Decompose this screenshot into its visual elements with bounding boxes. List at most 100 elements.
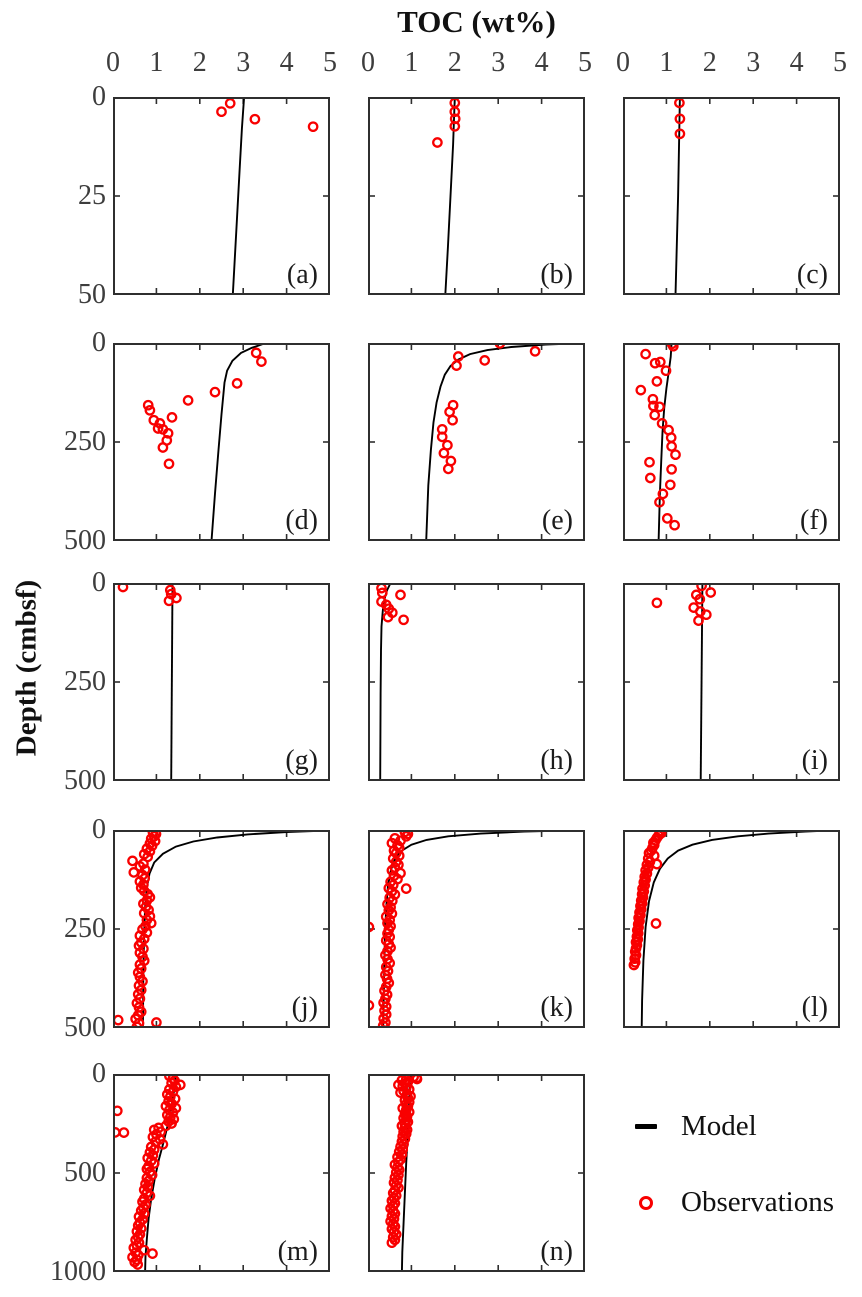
legend-observations-label: Observations	[681, 1186, 835, 1218]
panel-label: (n)	[540, 1236, 573, 1267]
x-tick-label: 1	[659, 47, 674, 78]
observation-points	[142, 347, 267, 470]
panel-label: (d)	[285, 505, 318, 536]
panel-i: (i)	[623, 583, 840, 781]
model-line	[444, 97, 456, 295]
panel-label: (l)	[802, 992, 828, 1023]
panel-label: (i)	[802, 745, 828, 776]
panel-frame	[368, 343, 585, 541]
y-tick-label: 0	[92, 1058, 106, 1089]
y-tick-label: 500	[64, 525, 106, 556]
y-tick-label: 250	[64, 913, 106, 944]
x-tick-label: 5	[833, 47, 847, 78]
x-tick-label: 4	[534, 47, 549, 78]
x-tick-label: 1	[404, 47, 419, 78]
x-tick-label: 3	[746, 47, 761, 78]
legend-item-observations: Observations	[623, 1186, 834, 1219]
panel-label: (a)	[287, 259, 318, 290]
y-tick-label: 25	[78, 180, 106, 211]
x-tick-label: 0	[616, 47, 630, 78]
model-line	[674, 97, 681, 295]
observation-points	[216, 97, 319, 133]
y-tick-label: 500	[64, 1012, 106, 1043]
panel-m: (m)	[113, 1074, 330, 1272]
panel-label: (m)	[278, 1236, 318, 1267]
model-line	[640, 830, 840, 1028]
y-tick-label: 500	[64, 1157, 106, 1188]
panel-frame	[623, 343, 840, 541]
observation-points	[385, 1074, 423, 1249]
panel-frame	[368, 1074, 585, 1272]
y-tick-label: 250	[64, 426, 106, 457]
observation-points	[432, 97, 461, 148]
panel-c: (c)	[623, 97, 840, 295]
panel-frame	[368, 830, 585, 1028]
panel-frame	[368, 97, 585, 295]
panel-f: (f)	[623, 343, 840, 541]
panel-frame	[113, 830, 330, 1028]
panel-h: (h)	[368, 583, 585, 781]
panel-frame	[113, 343, 330, 541]
panel-g: (g)	[113, 583, 330, 781]
panel-label: (e)	[542, 505, 573, 536]
model-line	[231, 97, 246, 295]
observation-circle-icon	[639, 1195, 653, 1210]
y-tick-label: 0	[92, 81, 106, 112]
panel-j: (j)	[113, 830, 330, 1028]
x-tick-label: 4	[789, 47, 804, 78]
y-tick-label: 0	[92, 814, 106, 845]
panel-frame	[113, 1074, 330, 1272]
x-tick-label: 0	[361, 47, 375, 78]
legend-item-model: Model	[623, 1110, 757, 1143]
model-line	[210, 343, 267, 541]
panel-e: (e)	[368, 343, 585, 541]
x-tick-label: 4	[279, 47, 294, 78]
observation-points	[628, 830, 667, 971]
panel-frame	[623, 583, 840, 781]
panel-frame	[623, 97, 840, 295]
observation-points	[635, 343, 681, 531]
panel-d: (d)	[113, 343, 330, 541]
x-tick-label: 0	[106, 47, 120, 78]
model-line-icon	[635, 1124, 657, 1129]
y-tick-label: 250	[64, 666, 106, 697]
y-tick-label: 0	[92, 567, 106, 598]
model-line-swatch	[623, 1124, 669, 1129]
chart-title: TOC (wt%)	[397, 4, 556, 39]
panel-n: (n)	[368, 1074, 585, 1272]
x-tick-label: 2	[192, 47, 207, 78]
x-tick-label: 2	[447, 47, 462, 78]
panel-label: (k)	[540, 992, 573, 1023]
observation-points	[651, 583, 717, 626]
x-tick-label: 3	[491, 47, 506, 78]
panel-l: (l)	[623, 830, 840, 1028]
observation-marker-swatch	[623, 1195, 669, 1210]
y-tick-label: 500	[64, 765, 106, 796]
y-tick-label: 0	[92, 327, 106, 358]
x-tick-label: 1	[149, 47, 164, 78]
observation-points	[113, 1074, 186, 1270]
legend: Model Observations	[623, 1074, 840, 1272]
observation-points	[436, 343, 541, 475]
panel-frame	[368, 583, 585, 781]
observation-points	[117, 583, 182, 607]
model-line	[425, 343, 585, 541]
observation-points	[113, 830, 162, 1028]
y-tick-label: 1000	[50, 1256, 106, 1287]
panel-label: (f)	[800, 505, 828, 536]
observation-points	[376, 583, 409, 626]
x-tick-label: 2	[702, 47, 717, 78]
panel-label: (c)	[797, 259, 828, 290]
panel-label: (h)	[540, 745, 573, 776]
panel-a: (a)	[113, 97, 330, 295]
legend-model-label: Model	[681, 1110, 757, 1142]
panel-frame	[113, 97, 330, 295]
panel-k: (k)	[368, 830, 585, 1028]
panel-label: (g)	[285, 745, 318, 776]
x-tick-label: 3	[236, 47, 251, 78]
panel-frame	[113, 583, 330, 781]
y-tick-label: 50	[78, 279, 106, 310]
x-tick-label: 5	[578, 47, 592, 78]
x-tick-label: 5	[323, 47, 337, 78]
